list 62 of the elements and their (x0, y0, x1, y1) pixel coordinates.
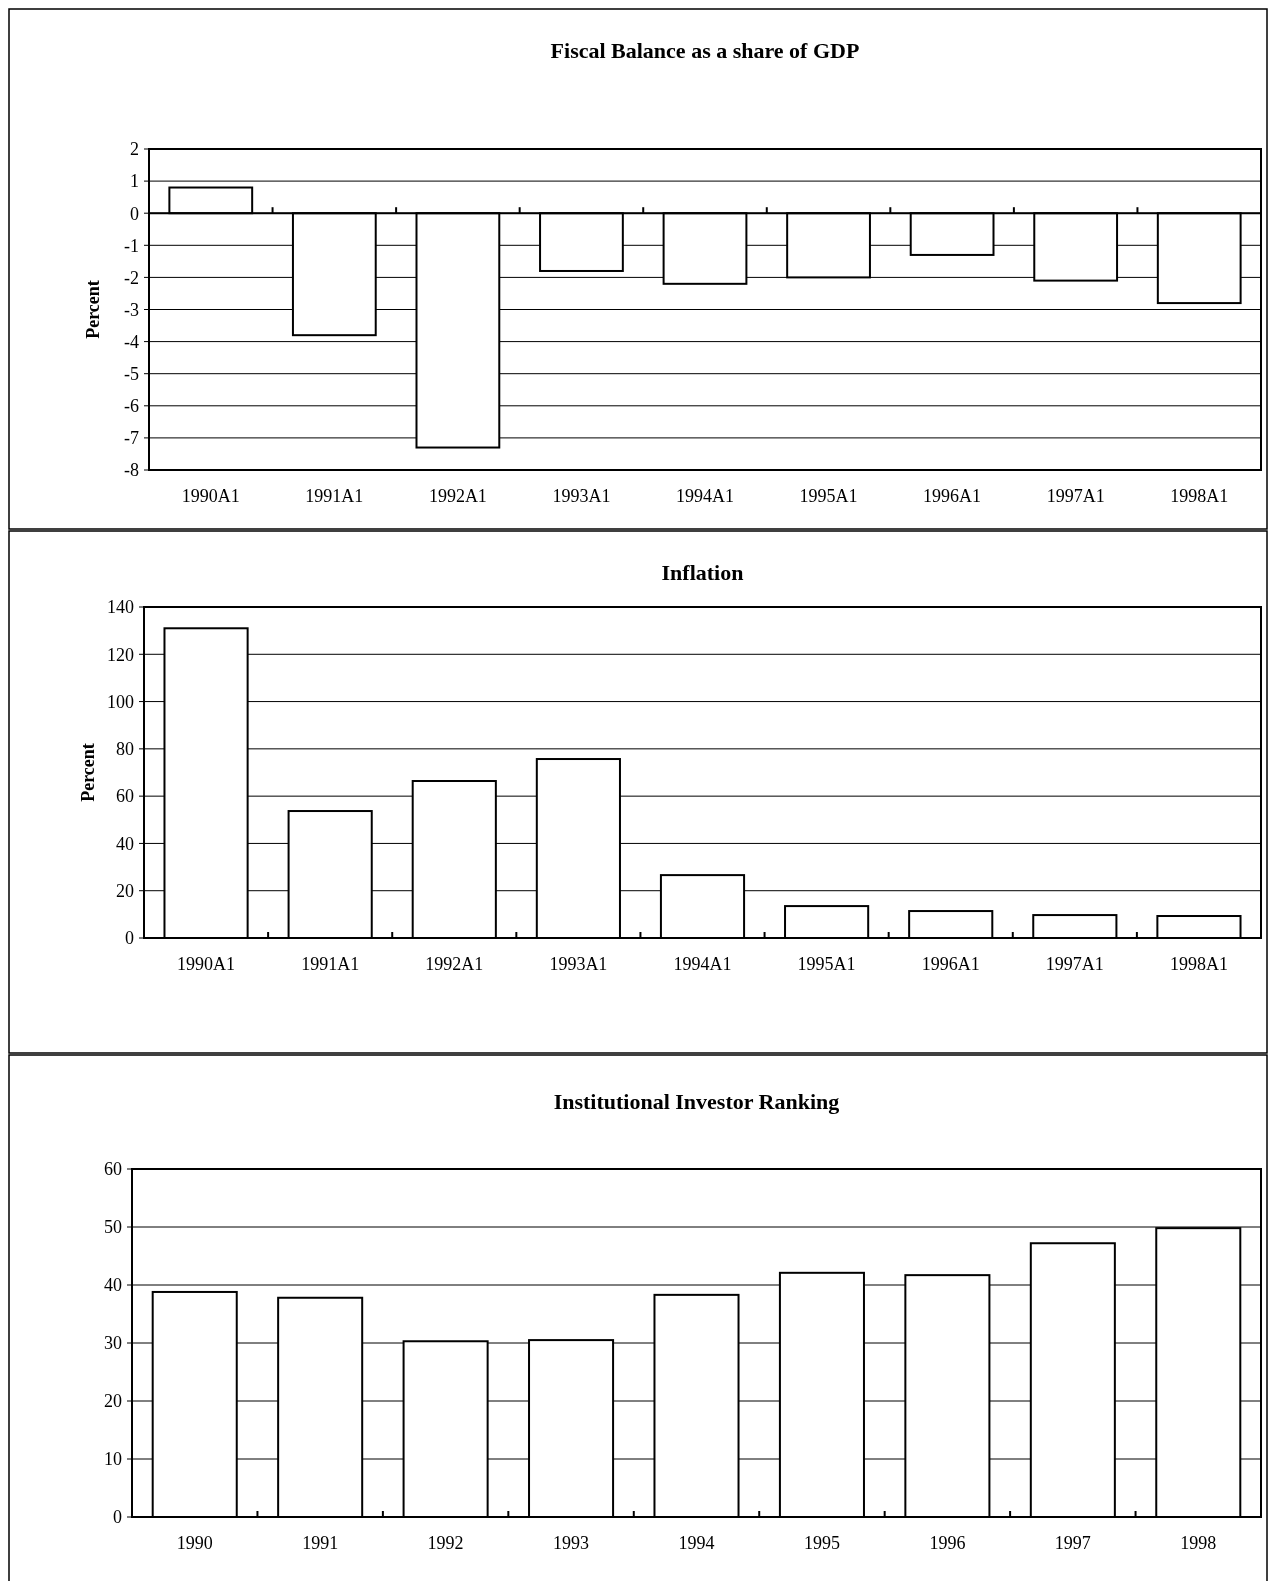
y-tick-label: -7 (124, 428, 139, 449)
x-tick-label: 1998A1 (1170, 486, 1229, 506)
x-tick-label: 1991A1 (305, 486, 364, 506)
y-tick-label: 10 (104, 1449, 122, 1470)
x-tick-label: 1992A1 (428, 486, 487, 506)
y-axis-title: Percent (78, 743, 98, 802)
y-tick-label: 40 (116, 833, 134, 854)
y-tick-label: -2 (124, 267, 139, 288)
y-axis-title: Percent (83, 280, 103, 339)
x-tick-label: 1992 (427, 1533, 464, 1553)
y-tick-label: 80 (116, 739, 134, 760)
x-tick-label: 1996A1 (921, 954, 980, 974)
x-tick-label: 1994 (678, 1533, 715, 1553)
y-tick-label: 100 (107, 691, 134, 712)
x-tick-label: 1990A1 (181, 486, 240, 506)
x-tick-label: 1991A1 (301, 954, 360, 974)
y-tick-label: 1 (130, 171, 139, 192)
x-tick-label: 1997A1 (1045, 954, 1104, 974)
chart-title: Institutional Investor Ranking (553, 1089, 840, 1114)
bar (1156, 915, 1242, 939)
y-tick-label: -8 (124, 460, 139, 481)
x-tick-label: 1996A1 (923, 486, 982, 506)
x-tick-label: 1992A1 (425, 954, 484, 974)
x-tick-label: 1994A1 (673, 954, 732, 974)
y-tick-label: 60 (104, 1159, 122, 1180)
x-tick-label: 1990 (176, 1533, 213, 1553)
x-tick-label: 1998 (1180, 1533, 1217, 1553)
bar (908, 910, 994, 939)
x-tick-label: 1990A1 (177, 954, 236, 974)
x-tick-label: 1995A1 (797, 954, 856, 974)
bar (784, 905, 870, 939)
x-tick-label: 1993A1 (552, 486, 611, 506)
y-tick-label: 40 (104, 1275, 122, 1296)
y-tick-label: 0 (125, 928, 134, 949)
y-tick-label: 50 (104, 1217, 122, 1238)
y-tick-label: 60 (116, 786, 134, 807)
y-tick-label: -6 (124, 396, 139, 417)
y-tick-label: 20 (116, 881, 134, 902)
y-tick-label: 20 (104, 1391, 122, 1412)
y-tick-label: 120 (107, 644, 134, 665)
bar (1032, 914, 1118, 939)
y-tick-label: -5 (124, 364, 139, 384)
x-tick-label: 1995 (803, 1533, 840, 1553)
chart-title: Inflation (661, 560, 744, 585)
chart-title: Fiscal Balance as a share of GDP (550, 38, 860, 63)
x-tick-label: 1994A1 (676, 486, 734, 506)
y-tick-label: -4 (124, 331, 139, 352)
x-tick-label: 1997 (1054, 1533, 1091, 1553)
x-tick-label: 1993A1 (549, 954, 608, 974)
x-tick-label: 1998A1 (1169, 954, 1228, 974)
y-tick-label: -1 (124, 235, 139, 256)
x-tick-label: 1996 (929, 1533, 966, 1553)
x-tick-label: 1993 (553, 1533, 590, 1553)
x-tick-label: 1997A1 (1046, 486, 1105, 506)
y-tick-label: 140 (107, 597, 134, 618)
y-tick-label: -3 (124, 299, 139, 320)
y-tick-label: 0 (113, 1507, 122, 1528)
y-tick-label: 30 (104, 1333, 122, 1354)
x-tick-label: 1991 (302, 1533, 339, 1553)
y-tick-label: 2 (130, 139, 139, 160)
y-tick-label: 0 (130, 203, 139, 224)
x-tick-label: 1995A1 (799, 486, 858, 506)
